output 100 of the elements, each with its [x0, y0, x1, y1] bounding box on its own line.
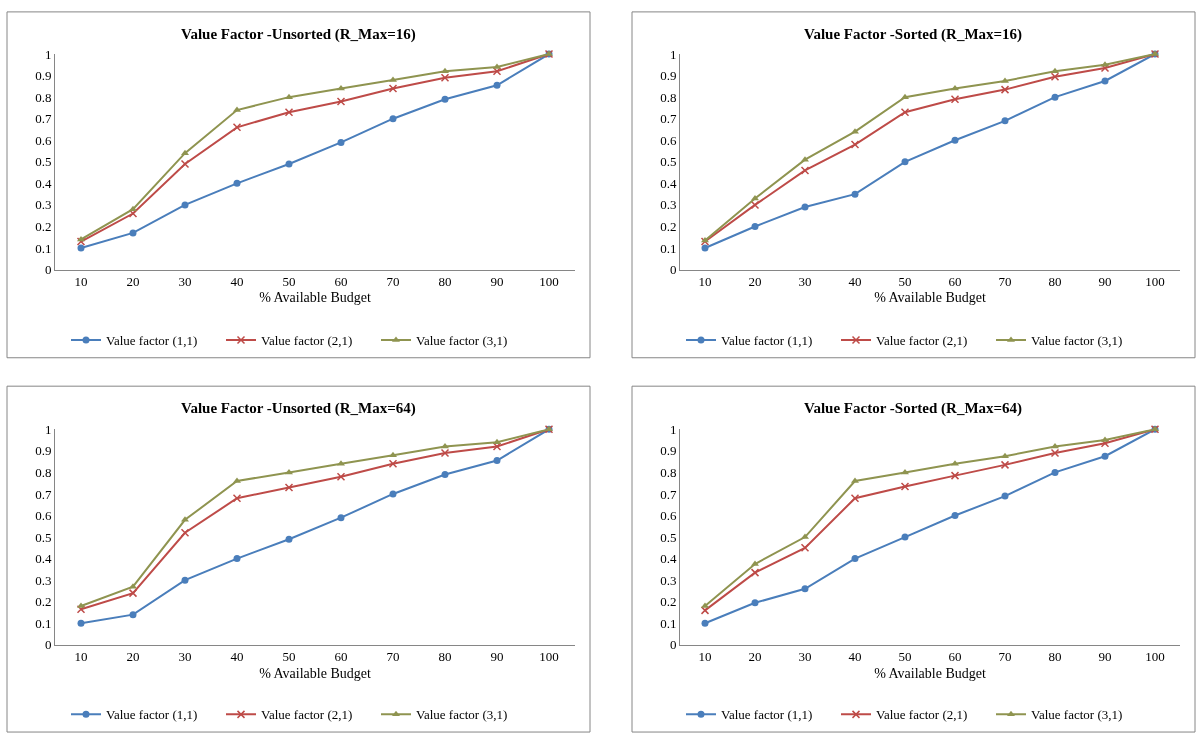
y-tick-label: 0.5 — [660, 529, 677, 545]
x-tick-label: 10 — [74, 274, 88, 290]
y-tick-label: 0.1 — [35, 240, 52, 256]
y-tick-label: 0.9 — [660, 443, 677, 459]
x-tick-label: 50 — [282, 274, 296, 290]
y-tick-label: 0.4 — [660, 551, 677, 567]
y-tick-label: 0.1 — [35, 615, 52, 631]
y-tick-label: 1 — [669, 421, 677, 437]
legend-label: Value factor (3,1) — [1031, 707, 1123, 723]
y-tick-label: 0.6 — [660, 132, 677, 148]
x-tick-label: 60 — [948, 274, 962, 290]
x-tick-label: 70 — [386, 274, 400, 290]
y-tick-label: 0.3 — [35, 197, 52, 213]
y-tick-label: 0 — [44, 262, 52, 278]
x-tick-label: 80 — [1048, 274, 1062, 290]
x-tick-label: 40 — [230, 274, 244, 290]
x-axis-title: % Available Budget — [259, 290, 371, 306]
y-tick-label: 0.2 — [660, 594, 677, 610]
x-tick-label: 60 — [334, 649, 348, 665]
x-tick-label: 70 — [998, 649, 1012, 665]
y-tick-label: 1 — [44, 421, 52, 437]
x-tick-label: 60 — [948, 649, 962, 665]
x-tick-label: 70 — [386, 649, 400, 665]
x-tick-label: 20 — [748, 274, 762, 290]
y-tick-label: 0.9 — [35, 68, 52, 84]
x-tick-label: 20 — [126, 649, 140, 665]
y-tick-label: 0.7 — [35, 111, 52, 127]
y-tick-label: 0.8 — [660, 464, 677, 480]
y-tick-label: 0.8 — [660, 89, 677, 105]
legend-label: Value factor (1,1) — [106, 333, 198, 349]
x-tick-label: 100 — [1145, 274, 1165, 290]
y-tick-label: 0 — [44, 637, 52, 653]
x-tick-label: 40 — [230, 649, 244, 665]
y-tick-label: 0.7 — [35, 486, 52, 502]
legend-label: Value factor (3,1) — [416, 333, 508, 349]
legend-label: Value factor (3,1) — [416, 707, 508, 723]
y-tick-label: 0.7 — [660, 486, 677, 502]
y-tick-label: 0.3 — [660, 572, 677, 588]
x-tick-label: 80 — [438, 649, 452, 665]
y-tick-label: 0.2 — [35, 219, 52, 235]
y-tick-label: 0 — [669, 637, 677, 653]
legend-label: Value factor (3,1) — [1031, 333, 1123, 349]
x-tick-label: 90 — [1098, 274, 1112, 290]
x-tick-label: 100 — [539, 649, 559, 665]
y-tick-label: 0.5 — [35, 529, 52, 545]
legend-label: Value factor (1,1) — [106, 707, 198, 723]
y-tick-label: 0.4 — [660, 175, 677, 191]
x-tick-label: 10 — [698, 649, 712, 665]
y-tick-label: 0.5 — [660, 154, 677, 170]
y-tick-label: 0.6 — [35, 132, 52, 148]
y-tick-label: 0.5 — [35, 154, 52, 170]
x-tick-label: 80 — [1048, 649, 1062, 665]
y-tick-label: 0.4 — [35, 175, 52, 191]
x-axis-title: % Available Budget — [874, 290, 986, 306]
y-tick-label: 0.1 — [660, 240, 677, 256]
x-tick-label: 100 — [539, 274, 559, 290]
y-tick-label: 0.6 — [35, 508, 52, 524]
legend-label: Value factor (1,1) — [721, 707, 813, 723]
x-tick-label: 40 — [848, 274, 862, 290]
y-tick-label: 1 — [669, 46, 677, 62]
y-tick-label: 0.6 — [660, 508, 677, 524]
y-tick-label: 1 — [44, 46, 52, 62]
y-tick-label: 0.9 — [660, 68, 677, 84]
chart-title: Value Factor -Sorted (R_Max=16) — [804, 26, 1023, 43]
y-tick-label: 0.1 — [660, 615, 677, 631]
chart-title: Value Factor -Unsorted (R_Max=16) — [181, 26, 416, 43]
x-tick-label: 30 — [178, 649, 192, 665]
x-tick-label: 50 — [898, 274, 912, 290]
y-tick-label: 0.3 — [35, 572, 52, 588]
y-tick-label: 0.3 — [660, 197, 677, 213]
x-tick-label: 30 — [798, 274, 812, 290]
x-axis-title: % Available Budget — [259, 665, 371, 681]
y-tick-label: 0.9 — [35, 443, 52, 459]
x-tick-label: 90 — [1098, 649, 1112, 665]
x-tick-label: 70 — [998, 274, 1012, 290]
legend-label: Value factor (1,1) — [721, 333, 813, 349]
x-tick-label: 30 — [798, 649, 812, 665]
x-tick-label: 50 — [282, 649, 296, 665]
x-tick-label: 90 — [490, 649, 504, 665]
x-tick-label: 30 — [178, 274, 192, 290]
x-axis-title: % Available Budget — [874, 665, 986, 681]
chart-title: Value Factor -Sorted (R_Max=64) — [804, 400, 1023, 417]
legend-label: Value factor (2,1) — [876, 333, 968, 349]
y-tick-label: 0.8 — [35, 89, 52, 105]
legend-label: Value factor (2,1) — [876, 707, 968, 723]
y-tick-label: 0.8 — [35, 464, 52, 480]
x-tick-label: 100 — [1145, 649, 1165, 665]
x-tick-label: 50 — [898, 649, 912, 665]
y-tick-label: 0.2 — [35, 594, 52, 610]
x-tick-label: 20 — [126, 274, 140, 290]
x-tick-label: 60 — [334, 274, 348, 290]
chart-title: Value Factor -Unsorted (R_Max=64) — [181, 400, 416, 417]
y-tick-label: 0.2 — [660, 219, 677, 235]
x-tick-label: 10 — [698, 274, 712, 290]
y-tick-label: 0.7 — [660, 111, 677, 127]
legend-label: Value factor (2,1) — [261, 707, 353, 723]
x-tick-label: 20 — [748, 649, 762, 665]
x-tick-label: 40 — [848, 649, 862, 665]
y-tick-label: 0.4 — [35, 551, 52, 567]
x-tick-label: 80 — [438, 274, 452, 290]
